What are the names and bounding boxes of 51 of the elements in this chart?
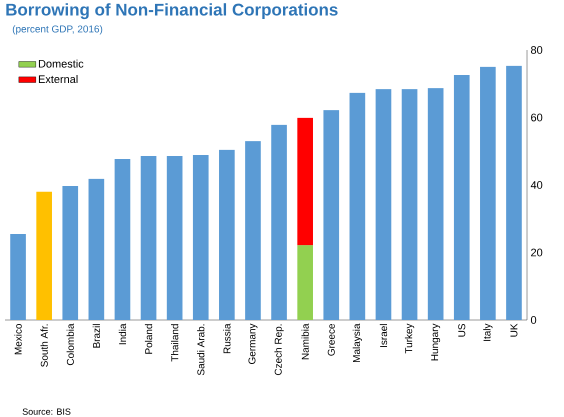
x-tick-label: Israel bbox=[380, 324, 388, 347]
bar bbox=[36, 192, 52, 320]
bar bbox=[323, 110, 340, 320]
bar bbox=[454, 74, 470, 320]
legend-label: External bbox=[38, 75, 78, 84]
y-tick-label: 80 bbox=[531, 46, 542, 54]
bar bbox=[10, 234, 26, 320]
bar bbox=[245, 141, 261, 320]
x-tick-label: Thailand bbox=[171, 324, 178, 362]
chart-title: Borrowing of Non-Financial Corporations bbox=[6, 3, 338, 20]
bar bbox=[166, 156, 182, 320]
legend-label: Domestic bbox=[38, 60, 84, 68]
x-tick-label: Turkey bbox=[404, 324, 414, 354]
x-tick-label: Greece bbox=[328, 324, 335, 356]
x-tick-label: Poland bbox=[144, 324, 152, 354]
bar bbox=[506, 66, 522, 320]
bar bbox=[192, 154, 209, 320]
x-tick-label: Czech Rep. bbox=[274, 324, 284, 376]
y-tick-label: 40 bbox=[530, 181, 542, 189]
x-tick-label: India bbox=[118, 324, 126, 344]
bar bbox=[428, 88, 444, 320]
bar bbox=[402, 89, 418, 320]
x-tick-label: Colombia bbox=[66, 324, 74, 366]
x-tick-label: Saudi Arab. bbox=[197, 324, 204, 376]
x-tick-label: Russia bbox=[223, 324, 231, 354]
bar bbox=[62, 186, 78, 320]
bar bbox=[88, 178, 104, 320]
bar bbox=[376, 89, 392, 320]
x-tick-label: UK bbox=[510, 324, 518, 337]
bar bbox=[297, 118, 313, 246]
x-tick-label: Germany bbox=[248, 324, 258, 364]
x-tick-label: Namibia bbox=[302, 324, 309, 360]
bar bbox=[140, 156, 156, 320]
bar bbox=[271, 124, 287, 320]
x-tick-label: US bbox=[458, 324, 466, 337]
x-tick-label: South Afr. bbox=[40, 324, 48, 367]
bar bbox=[114, 159, 130, 320]
chart-subtitle: (percent GDP, 2016) bbox=[12, 25, 102, 34]
source-note: Source: BIS bbox=[22, 408, 70, 415]
x-tick-label: Hungary bbox=[431, 324, 440, 360]
y-tick-label: 20 bbox=[531, 248, 542, 256]
bar bbox=[350, 92, 366, 320]
y-tick-label: 0 bbox=[530, 316, 536, 324]
x-tick-label: Malaysia bbox=[352, 324, 362, 362]
bar bbox=[480, 66, 496, 320]
bar bbox=[219, 150, 235, 320]
bar bbox=[297, 245, 313, 320]
x-tick-label: Brazil bbox=[92, 324, 100, 348]
x-tick-label: Italy bbox=[483, 324, 492, 341]
x-tick-label: Mexico bbox=[14, 324, 22, 354]
y-tick-label: 60 bbox=[531, 114, 542, 122]
